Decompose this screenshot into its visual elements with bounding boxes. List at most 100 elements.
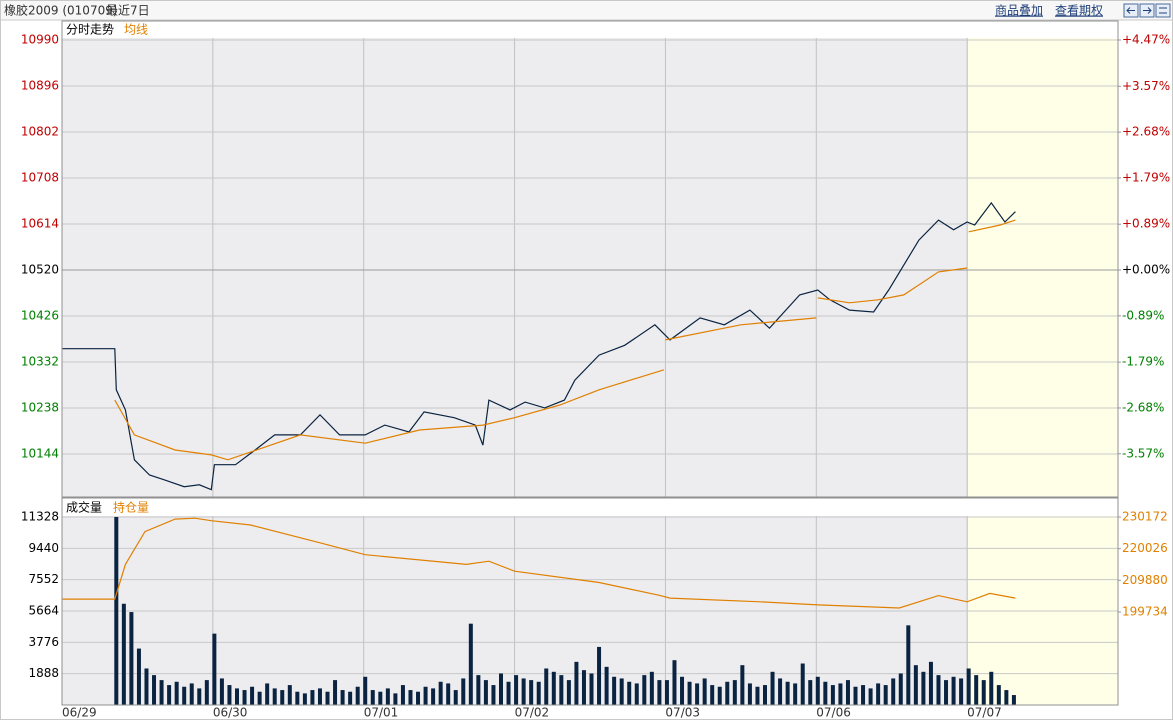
volume-bar: [823, 681, 828, 705]
y-tick-label: 10708: [21, 170, 59, 184]
volume-bar: [506, 681, 511, 705]
volume-bar: [589, 673, 594, 705]
volume-bar: [657, 680, 662, 705]
volume-bar: [981, 680, 986, 705]
x-tick-label: 07/03: [665, 706, 700, 720]
volume-bar: [378, 691, 383, 705]
volume-bar: [370, 690, 375, 705]
latest-day-area: [968, 38, 1118, 497]
y2-tick-label: 220026: [1122, 541, 1168, 555]
volume-bar: [800, 663, 805, 705]
panel-frame: [61, 20, 1119, 498]
y-tick-label: 10896: [21, 78, 59, 92]
legend-label: 持仓量: [113, 500, 149, 515]
volume-bar: [159, 680, 164, 705]
volume-bar: [785, 681, 790, 705]
y2-tick-label: +2.68%: [1122, 125, 1170, 139]
volume-bar: [129, 612, 134, 705]
volume-bar: [778, 678, 783, 705]
volume-bar: [529, 680, 534, 705]
volume-bar: [868, 688, 873, 705]
volume-bar: [302, 693, 307, 705]
arrow-icon: [1143, 7, 1152, 14]
volume-bar: [710, 685, 715, 705]
y2-tick-label: +4.47%: [1122, 33, 1170, 47]
volume-bar: [544, 668, 549, 705]
volume-bar: [793, 683, 798, 705]
volume-bar: [861, 685, 866, 705]
y-tick-label: 9440: [28, 541, 59, 555]
volume-bar: [725, 681, 730, 705]
volume-bar: [770, 671, 775, 705]
volume-bar: [212, 633, 217, 705]
volume-bar: [649, 671, 654, 705]
overlay-link[interactable]: 商品叠加: [995, 3, 1043, 18]
volume-bar: [974, 675, 979, 705]
volume-bar: [438, 681, 443, 705]
volume-bar: [642, 675, 647, 705]
volume-bar: [815, 676, 820, 705]
volume-bar: [498, 673, 503, 705]
options-link[interactable]: 查看期权: [1055, 4, 1103, 18]
x-tick-label: 07/01: [364, 706, 399, 720]
volume-bar: [891, 678, 896, 705]
volume-bar: [913, 665, 918, 705]
volume-bar: [219, 678, 224, 705]
expand-button[interactable]: [1155, 3, 1171, 18]
volume-bar: [242, 690, 247, 705]
volume-bar: [830, 685, 835, 705]
volume-bar: [234, 688, 239, 705]
volume-bar: [348, 691, 353, 705]
legend-label: 成交量: [66, 500, 102, 515]
y-tick-label: 1888: [28, 666, 59, 680]
volume-bar: [461, 678, 466, 705]
volume-bar: [423, 686, 428, 705]
volume-bar: [295, 691, 300, 705]
volume-bar: [966, 668, 971, 705]
volume-bar: [959, 678, 964, 705]
volume-bar: [250, 686, 255, 705]
volume-bar: [189, 683, 194, 705]
y2-tick-label: 230172: [1122, 510, 1168, 524]
volume-bar: [483, 680, 488, 705]
y2-tick-label: 199734: [1122, 605, 1168, 619]
volume-bar: [627, 681, 632, 705]
volume-bar: [280, 690, 285, 705]
y2-tick-label: +3.57%: [1122, 79, 1170, 93]
volume-bar: [310, 690, 315, 705]
y2-tick-label: +1.79%: [1122, 170, 1170, 184]
volume-bar: [204, 680, 209, 705]
volume-bar: [393, 693, 398, 705]
y-tick-label: 10144: [21, 446, 59, 460]
volume-bar: [325, 691, 330, 705]
y2-tick-label: -0.89%: [1122, 308, 1164, 322]
x-tick-label: 06/29: [62, 706, 97, 720]
volume-bar: [1011, 695, 1016, 705]
panel-frame: [61, 497, 1119, 706]
volume-bar: [355, 686, 360, 705]
period-label: 最近7日: [106, 4, 150, 18]
y-tick-label: 11328: [21, 510, 59, 524]
volume-bar: [174, 681, 179, 705]
volume-bar: [687, 681, 692, 705]
y-tick-label: 10238: [21, 400, 59, 414]
volume-bar: [468, 623, 473, 705]
volume-bar: [845, 680, 850, 705]
latest-day-area: [968, 498, 1118, 705]
volume-bar: [755, 686, 760, 705]
legend-label: 均线: [124, 23, 148, 37]
y-tick-label: 10990: [21, 33, 59, 47]
volume-bar: [838, 683, 843, 705]
y2-tick-label: +0.89%: [1122, 217, 1170, 231]
y-tick-label: 10802: [21, 124, 59, 138]
volume-bar: [431, 688, 436, 705]
series-line: [114, 219, 1016, 461]
y2-tick-label: 209880: [1122, 573, 1168, 587]
volume-bar: [672, 660, 677, 705]
volume-bar: [702, 678, 707, 705]
volume-bar: [732, 680, 737, 705]
series-line: [62, 201, 1016, 491]
volume-bar: [619, 678, 624, 705]
volume-bar: [921, 671, 926, 705]
